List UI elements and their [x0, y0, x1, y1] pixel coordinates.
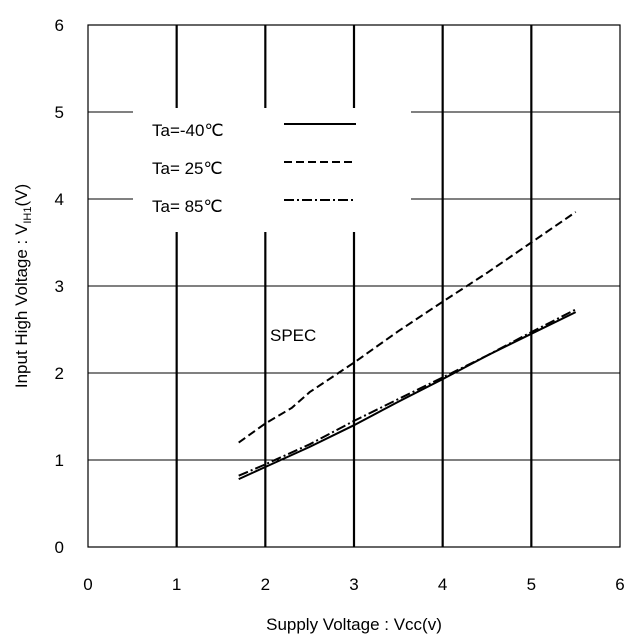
- y-tick-label-6: 6: [55, 16, 64, 35]
- x-tick-label-3: 3: [349, 575, 358, 594]
- x-tick-label-1: 1: [172, 575, 181, 594]
- x-tick-label-5: 5: [527, 575, 536, 594]
- legend-box: [133, 108, 411, 232]
- x-tick-label-6: 6: [615, 575, 624, 594]
- y-tick-label-3: 3: [55, 277, 64, 296]
- y-tick-label-1: 1: [55, 451, 64, 470]
- y-axis-title-unit: (V): [12, 184, 31, 207]
- x-tick-label-0: 0: [83, 575, 92, 594]
- x-axis-ticks: 0 1 2 3 4 5 6: [83, 575, 624, 594]
- spec-annotation: SPEC: [270, 326, 316, 345]
- y-axis-title: Input High Voltage : VIH1(V): [12, 184, 34, 388]
- y-axis-ticks: 0 1 2 3 4 5 6: [55, 16, 64, 557]
- grid-lines: [88, 25, 620, 547]
- y-tick-label-0: 0: [55, 538, 64, 557]
- legend-label-0: Ta=-40℃: [152, 121, 224, 140]
- y-tick-label-5: 5: [55, 103, 64, 122]
- y-tick-label-4: 4: [55, 190, 64, 209]
- y-axis-title-main: Input High Voltage : V: [12, 223, 31, 388]
- y-axis-title-subscript: IH1: [22, 207, 34, 224]
- legend-label-2: Ta= 85℃: [152, 197, 223, 216]
- x-axis-title: Supply Voltage : Vcc(v): [266, 615, 442, 634]
- x-tick-label-4: 4: [438, 575, 447, 594]
- series-line-1: [238, 211, 577, 444]
- series-line-2: [238, 308, 577, 477]
- series-layer: [238, 211, 577, 481]
- series-line-0: [238, 311, 577, 481]
- plot-area-border: [87, 24, 621, 548]
- legend-label-1: Ta= 25℃: [152, 159, 223, 178]
- y-tick-label-2: 2: [55, 364, 64, 383]
- legend: Ta=-40℃ Ta= 25℃ Ta= 85℃: [152, 121, 356, 216]
- x-tick-label-2: 2: [261, 575, 270, 594]
